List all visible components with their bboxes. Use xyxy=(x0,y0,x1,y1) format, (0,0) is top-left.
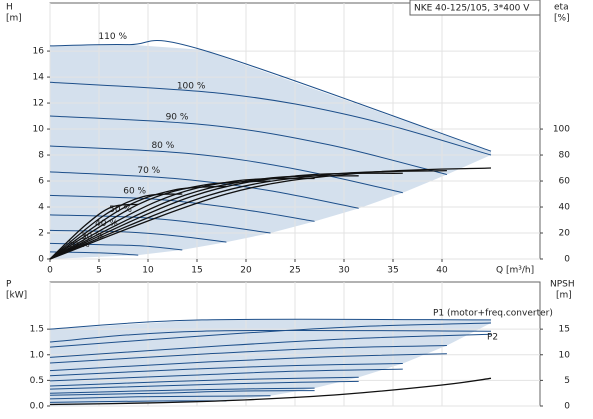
y-label: [kW] xyxy=(6,291,27,301)
y-tick-label: 0.5 xyxy=(30,376,44,386)
y2-tick-label: 15 xyxy=(559,325,570,335)
y-tick-label: 12 xyxy=(33,99,44,109)
y2-tick-label: 0 xyxy=(564,402,570,412)
curve xyxy=(49,145,403,194)
curve xyxy=(49,377,492,406)
operating-range xyxy=(50,44,491,259)
curve xyxy=(49,40,492,152)
y2-label: eta xyxy=(554,3,569,13)
curve xyxy=(49,81,492,156)
operating-range xyxy=(50,319,491,406)
x-tick-label: 35 xyxy=(387,266,398,276)
curve xyxy=(49,390,315,396)
x-tick-label: 0 xyxy=(47,266,53,276)
curve xyxy=(49,329,492,343)
curve xyxy=(49,203,139,260)
annotation: P2 xyxy=(487,333,498,343)
y2-label: [%] xyxy=(554,14,570,24)
y-label: H xyxy=(6,3,13,13)
y-tick-label: 4 xyxy=(38,203,44,213)
curve xyxy=(49,395,271,400)
curve xyxy=(49,368,403,382)
x-tick-label: 10 xyxy=(142,266,154,276)
y2-tick-label: 5 xyxy=(564,376,570,386)
y-tick-label: 8 xyxy=(38,151,44,161)
curve-label: 40 % xyxy=(95,219,118,229)
y-tick-label: 0.0 xyxy=(30,402,45,412)
y-tick-label: 2 xyxy=(38,229,44,239)
curve xyxy=(49,387,315,394)
y2-tick-label: 10 xyxy=(559,350,571,360)
y2-tick-label: 80 xyxy=(559,151,571,161)
curve-label: 80 % xyxy=(151,141,174,151)
y-tick-label: 1.5 xyxy=(30,325,44,335)
y2-tick-label: 60 xyxy=(559,177,571,187)
curve xyxy=(49,115,448,176)
x-tick-label: 5 xyxy=(96,266,102,276)
y-tick-label: 16 xyxy=(33,47,45,57)
y-tick-label: 6 xyxy=(38,177,44,187)
y-tick-label: 10 xyxy=(33,125,45,135)
y2-label: [m] xyxy=(556,291,572,301)
x-tick-label: 25 xyxy=(289,266,300,276)
curve-label: 70 % xyxy=(137,166,160,176)
x-label: Q [m³/h] xyxy=(496,266,534,276)
y-tick-label: 14 xyxy=(33,73,45,83)
y2-label: NPSH xyxy=(550,280,575,290)
curve xyxy=(49,169,447,260)
curve xyxy=(49,214,271,234)
curve xyxy=(49,318,492,330)
curve xyxy=(49,185,227,260)
curve xyxy=(49,171,359,209)
curve xyxy=(49,380,359,390)
curve-label: 60 % xyxy=(123,187,146,197)
y-tick-label: 0 xyxy=(38,255,44,265)
curve-label: 110 % xyxy=(98,32,127,42)
curve xyxy=(49,376,359,387)
x-tick-label: 40 xyxy=(436,266,448,276)
annotation: P1 (motor+freq.converter) xyxy=(433,309,553,319)
y2-tick-label: 0 xyxy=(564,255,570,265)
curve xyxy=(49,362,403,377)
title-box xyxy=(409,0,541,16)
y-label: [m] xyxy=(6,14,22,24)
curve xyxy=(49,172,403,260)
curve xyxy=(49,353,447,372)
curve-label: 100 % xyxy=(177,81,206,91)
x-tick-label: 15 xyxy=(191,266,202,276)
chart-title: NKE 40-125/105, 3*400 V xyxy=(414,4,530,14)
y-tick-label: 1.0 xyxy=(30,350,45,360)
curve-label: 90 % xyxy=(166,113,189,123)
y2-tick-label: 100 xyxy=(553,125,570,135)
x-tick-label: 30 xyxy=(338,266,350,276)
y2-tick-label: 40 xyxy=(559,203,571,213)
y2-tick-label: 20 xyxy=(559,229,571,239)
curve xyxy=(49,167,492,260)
curve xyxy=(49,333,492,358)
curve xyxy=(49,345,447,364)
curve xyxy=(49,177,315,260)
y-label: P xyxy=(6,280,12,290)
x-tick-label: 20 xyxy=(240,266,252,276)
